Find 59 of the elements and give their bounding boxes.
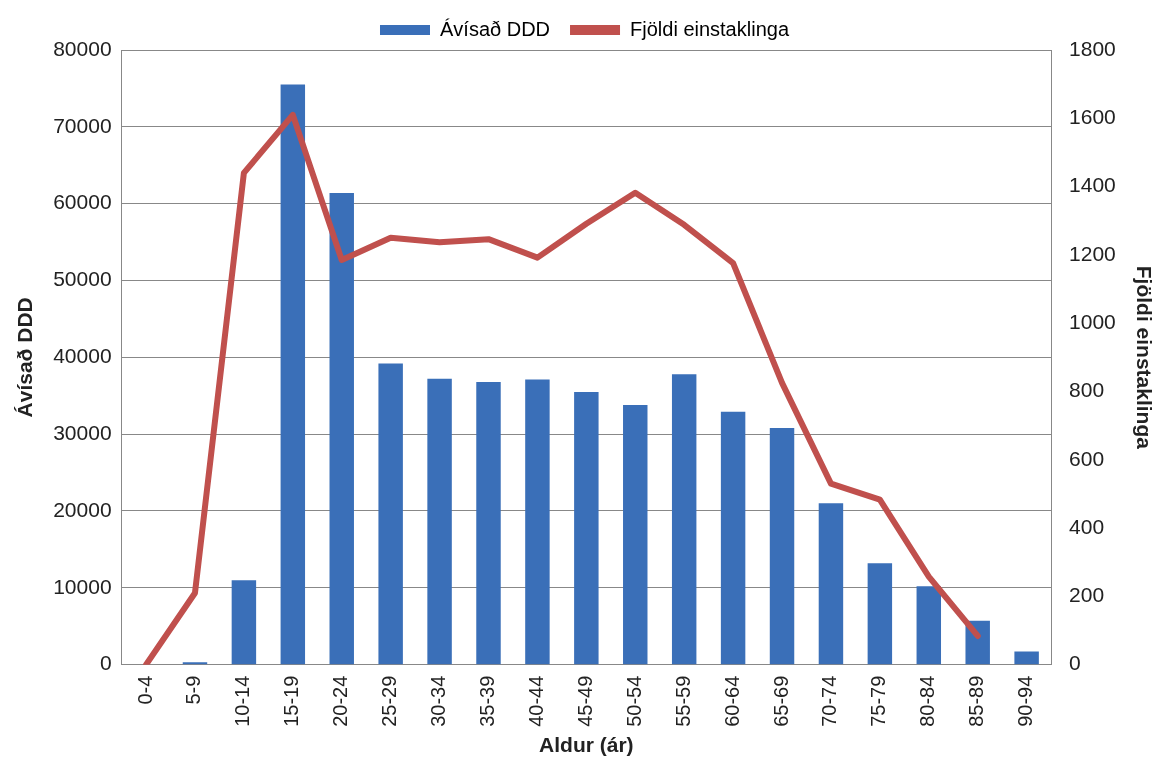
legend-label: Fjöldi einstaklinga — [630, 17, 790, 40]
x-tick-label: 10-14 — [231, 675, 254, 727]
bar — [1014, 651, 1039, 665]
x-tick-label: 70-74 — [818, 675, 841, 727]
y-tick-label: 0 — [99, 651, 112, 675]
y2-tick-label: 800 — [1069, 378, 1105, 402]
x-tick-label: 50-54 — [622, 675, 645, 727]
y-tick-label: 60000 — [53, 190, 112, 214]
bar — [378, 363, 403, 665]
legend-label: Ávísað DDD — [440, 17, 551, 40]
y-tick-label: 70000 — [53, 113, 112, 137]
bar — [329, 192, 354, 665]
bar — [574, 391, 599, 665]
x-axis-title: Aldur (ár) — [539, 733, 634, 757]
x-tick-label: 85-89 — [965, 675, 988, 727]
bar — [671, 374, 697, 665]
bar — [867, 563, 893, 665]
bar — [623, 404, 648, 665]
y2-tick-label: 1000 — [1069, 309, 1116, 333]
y-tick-label: 80000 — [53, 36, 112, 60]
bar — [769, 428, 795, 665]
y2-tick-label: 400 — [1069, 514, 1105, 538]
bar — [525, 379, 550, 665]
x-tick-label: 80-84 — [916, 675, 939, 727]
y-tick-label: 40000 — [53, 344, 112, 368]
y-tick-label: 10000 — [53, 574, 112, 598]
x-tick-label: 60-64 — [720, 675, 743, 727]
y-axis-title: Ávísað DDD — [13, 297, 37, 418]
bar — [818, 503, 844, 665]
bar — [280, 84, 306, 665]
bar — [720, 411, 746, 665]
x-tick-label: 40-44 — [524, 675, 547, 727]
x-tick-label: 25-29 — [378, 675, 401, 727]
y-tick-label: 20000 — [53, 497, 112, 521]
y-tick-label: 30000 — [53, 420, 112, 444]
y2-axis-title: Fjöldi einstaklinga — [1132, 265, 1156, 450]
x-tick-label: 20-24 — [329, 675, 352, 727]
y2-tick-label: 200 — [1069, 583, 1105, 607]
x-tick-label: 65-69 — [769, 675, 792, 727]
bar — [916, 586, 942, 665]
x-tick-label: 55-59 — [671, 675, 694, 727]
x-tick-label: 15-19 — [280, 675, 303, 727]
x-tick-label: 30-34 — [427, 675, 450, 727]
bar — [427, 378, 452, 665]
bar — [231, 580, 257, 665]
x-tick-label: 35-39 — [476, 675, 499, 727]
y2-tick-label: 1800 — [1069, 36, 1116, 60]
y2-tick-label: 600 — [1069, 446, 1105, 470]
x-tick-label: 45-49 — [573, 675, 596, 727]
x-tick-label: 90-94 — [1014, 675, 1037, 727]
y2-tick-label: 1600 — [1069, 105, 1116, 129]
y2-tick-label: 0 — [1069, 651, 1081, 675]
y-tick-label: 50000 — [53, 267, 112, 291]
bar — [476, 381, 501, 665]
y2-tick-label: 1200 — [1069, 241, 1116, 265]
x-tick-label: 0-4 — [133, 675, 156, 705]
x-tick-label: 5-9 — [182, 675, 205, 705]
x-tick-label: 75-79 — [867, 675, 890, 727]
y2-tick-label: 1400 — [1069, 173, 1116, 197]
